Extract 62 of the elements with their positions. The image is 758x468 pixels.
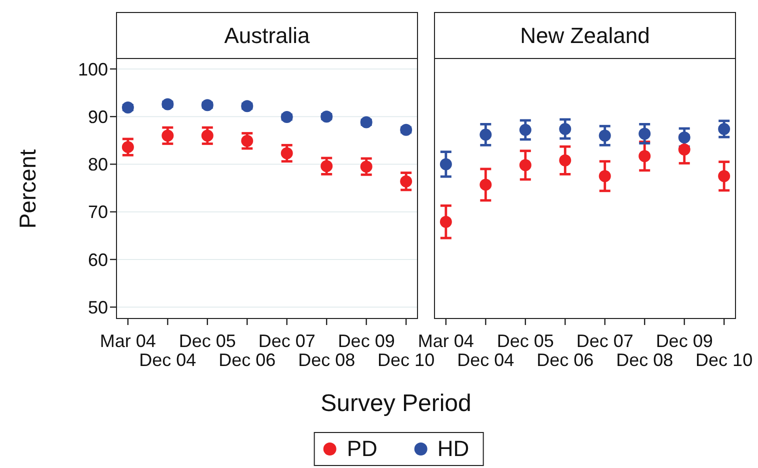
point: [638, 128, 651, 140]
x-tick-label: Dec 10: [378, 350, 435, 370]
point: [122, 141, 134, 154]
chart-title: New Zealand: [520, 22, 650, 48]
point: [519, 124, 532, 136]
x-tick-label: Mar 04: [418, 331, 474, 351]
x-tick-label: Dec 05: [178, 331, 236, 351]
point: [718, 122, 730, 135]
x-tick-label: Dec 04: [457, 350, 514, 370]
point: [280, 147, 293, 160]
point: [718, 170, 730, 182]
legend-label: HD: [437, 436, 470, 462]
point: [440, 216, 452, 228]
point: [162, 98, 174, 110]
x-tick-label: Dec 09: [656, 331, 713, 351]
header-strip: New Zealand: [434, 12, 736, 58]
point: [162, 130, 174, 142]
x-tick-label: Dec 07: [576, 331, 634, 351]
point: [678, 143, 690, 156]
point: [280, 111, 293, 124]
x-axis-title: Survey Period: [320, 390, 472, 418]
point: [519, 159, 532, 172]
point: [638, 150, 651, 162]
point: [400, 175, 412, 188]
legend-label: PD: [346, 436, 378, 462]
chart-title: Australia: [224, 22, 310, 48]
y-tick-label: 50: [88, 297, 108, 318]
point: [440, 158, 452, 170]
y-tick-label: 70: [88, 202, 108, 222]
x-tick-label: Dec 10: [696, 350, 753, 370]
y-tick-label: 80: [88, 154, 108, 175]
x-tick-label: Dec 06: [536, 350, 594, 370]
point: [241, 100, 254, 112]
point: [201, 99, 214, 112]
point: [598, 170, 611, 182]
y-tick-label: 60: [88, 250, 108, 270]
x-tick-label: Dec 06: [218, 350, 276, 370]
x-tick-label: Dec 08: [298, 350, 356, 370]
header-strip: Australia: [116, 12, 418, 58]
point: [360, 116, 372, 128]
point: [559, 122, 572, 135]
point: [559, 154, 572, 166]
point: [678, 132, 690, 144]
point: [241, 134, 254, 147]
y-tick-label: 90: [88, 106, 108, 127]
y-tick-label: 100: [78, 59, 108, 80]
point: [360, 160, 372, 173]
x-tick-label: Mar 04: [100, 331, 156, 351]
x-tick-label: Dec 04: [139, 350, 196, 370]
x-tick-label: Dec 08: [616, 350, 674, 370]
y-axis-title: Percent: [14, 148, 42, 228]
point: [480, 178, 492, 191]
point: [320, 160, 333, 172]
point: [598, 130, 611, 142]
point: [122, 102, 134, 114]
point: [320, 110, 333, 123]
point: [480, 128, 492, 141]
x-tick-label: Dec 09: [338, 331, 395, 351]
x-tick-label: Dec 07: [258, 331, 316, 351]
point: [201, 130, 214, 142]
x-tick-label: Dec 05: [496, 331, 554, 351]
point: [400, 124, 412, 136]
